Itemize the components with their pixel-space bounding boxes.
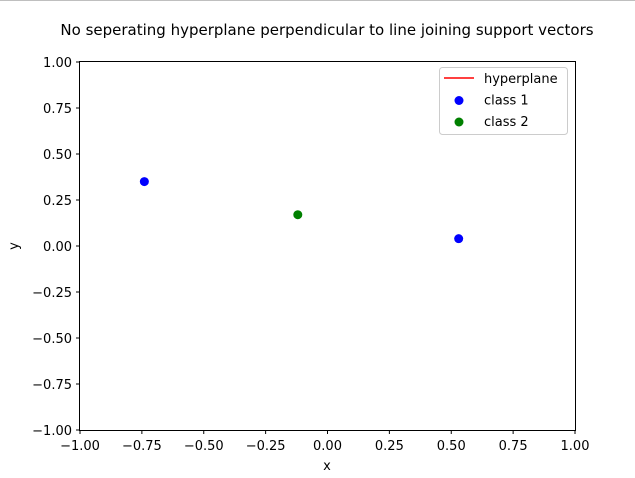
y-tick-label: −1.00 (32, 424, 72, 439)
legend-label-hyperplane: hyperplane (484, 72, 558, 87)
point-class-2 (293, 210, 303, 220)
y-tick-label: −0.50 (32, 332, 72, 347)
legend: hyperplane class 1 class 2 (439, 67, 568, 135)
y-tick-label: 1.00 (43, 56, 72, 71)
legend-swatch-class-1 (454, 96, 464, 105)
x-tick-label: −0.25 (246, 439, 286, 454)
x-tick-label: −0.50 (184, 439, 224, 454)
window-top-border (0, 0, 635, 1)
chart-title: No seperating hyperplane perpendicular t… (60, 21, 593, 39)
plot-frame (79, 61, 576, 431)
x-tick-label: −1.00 (60, 439, 100, 454)
axis-ticks: −1.00 −0.75 −0.50 −0.25 0.00 0.25 0.50 0.75 1.00… (32, 56, 589, 454)
x-tick-label: −0.75 (122, 439, 162, 454)
y-tick-label: 0.75 (43, 102, 72, 117)
point-class-1 (454, 234, 464, 244)
legend-frame (439, 67, 568, 135)
y-tick-label: 0.00 (43, 240, 72, 255)
point-class-1 (139, 177, 149, 187)
x-tick-label: 1.00 (561, 439, 590, 454)
x-tick-label: 0.25 (375, 439, 404, 454)
y-tick-label: 0.25 (43, 194, 72, 209)
x-tick-label: 0.50 (437, 439, 466, 454)
y-axis-label: y (7, 242, 22, 250)
x-tick-label: 0.75 (499, 439, 528, 454)
data-marks (139, 177, 464, 244)
legend-label-class-2: class 2 (484, 115, 529, 130)
y-tick-label: −0.25 (32, 286, 72, 301)
y-tick-label: −0.75 (32, 378, 72, 393)
legend-swatch-class-2 (454, 117, 464, 127)
x-tick-label: 0.00 (313, 439, 342, 454)
legend-label-class-1: class 1 (484, 94, 529, 109)
y-tick-label: 0.50 (43, 148, 72, 163)
x-axis-label: x (323, 459, 331, 474)
